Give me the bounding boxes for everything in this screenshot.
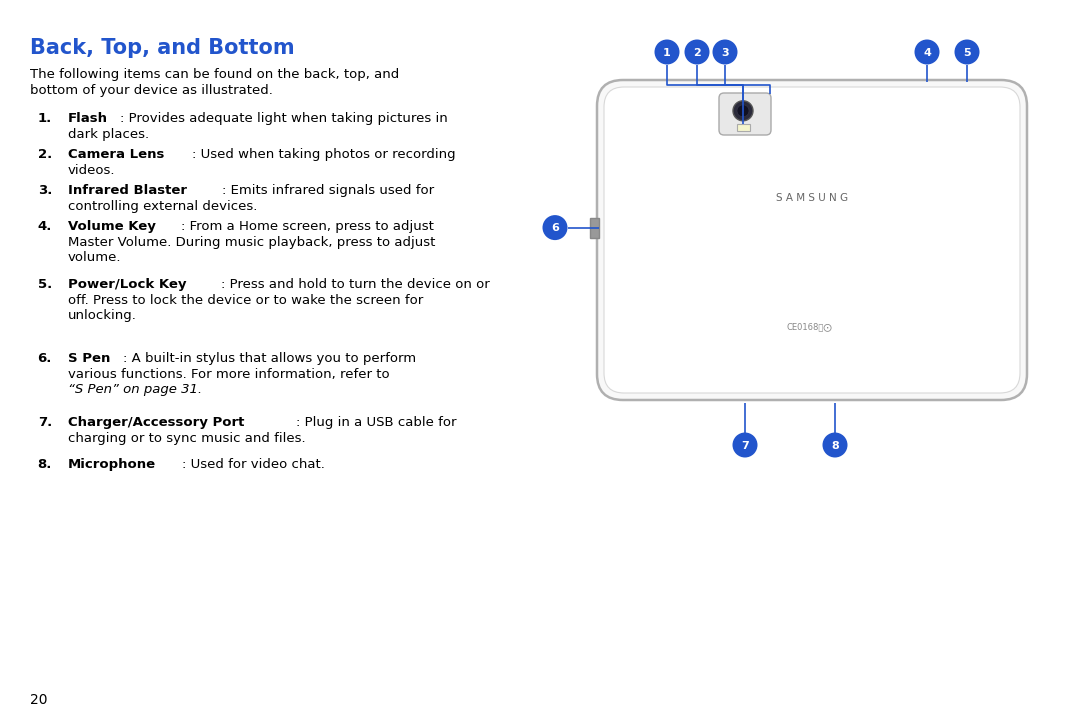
Text: Master Volume. During music playback, press to adjust: Master Volume. During music playback, pr… — [68, 235, 435, 248]
FancyBboxPatch shape — [719, 93, 771, 135]
Text: : Provides adequate light when taking pictures in: : Provides adequate light when taking pi… — [120, 112, 447, 125]
Text: : Press and hold to turn the device on or: : Press and hold to turn the device on o… — [221, 278, 489, 291]
FancyBboxPatch shape — [597, 80, 1027, 400]
Text: videos.: videos. — [68, 163, 116, 176]
FancyBboxPatch shape — [604, 87, 1020, 393]
Text: Volume Key: Volume Key — [68, 220, 156, 233]
Text: : Emits infrared signals used for: : Emits infrared signals used for — [221, 184, 434, 197]
Text: 1: 1 — [663, 48, 671, 58]
Text: Microphone: Microphone — [68, 458, 157, 471]
Text: 7.: 7. — [38, 416, 52, 429]
Circle shape — [685, 40, 710, 65]
Text: 7: 7 — [741, 441, 748, 451]
Text: bottom of your device as illustrated.: bottom of your device as illustrated. — [30, 84, 273, 97]
Text: dark places.: dark places. — [68, 127, 149, 140]
Text: Power/Lock Key: Power/Lock Key — [68, 278, 187, 291]
Text: 5: 5 — [963, 48, 971, 58]
Text: Infrared Blaster: Infrared Blaster — [68, 184, 187, 197]
Text: : A built-in stylus that allows you to perform: : A built-in stylus that allows you to p… — [123, 352, 416, 365]
Text: volume.: volume. — [68, 251, 121, 264]
Circle shape — [737, 105, 750, 117]
Text: S Pen: S Pen — [68, 352, 110, 365]
Circle shape — [542, 215, 567, 240]
Text: Charger/Accessory Port: Charger/Accessory Port — [68, 416, 244, 429]
Circle shape — [823, 433, 848, 457]
Bar — [590, 217, 599, 238]
Bar — [737, 125, 750, 132]
Text: 2.: 2. — [38, 148, 52, 161]
Text: : From a Home screen, press to adjust: : From a Home screen, press to adjust — [181, 220, 434, 233]
Text: 5.: 5. — [38, 278, 52, 291]
Circle shape — [713, 40, 738, 65]
Text: The following items can be found on the back, top, and: The following items can be found on the … — [30, 68, 400, 81]
Text: : Used for video chat.: : Used for video chat. — [181, 458, 325, 471]
Text: 1.: 1. — [38, 112, 52, 125]
Text: 4.: 4. — [38, 220, 52, 233]
Circle shape — [955, 40, 980, 65]
Text: 6: 6 — [551, 223, 559, 233]
Text: : Used when taking photos or recording: : Used when taking photos or recording — [192, 148, 456, 161]
Circle shape — [733, 101, 753, 121]
Text: Flash: Flash — [68, 112, 108, 125]
Text: 2: 2 — [693, 48, 701, 58]
Text: 6.: 6. — [38, 352, 52, 365]
Text: off. Press to lock the device or to wake the screen for: off. Press to lock the device or to wake… — [68, 294, 423, 307]
Circle shape — [915, 40, 940, 65]
Text: CE0168ⓘ⨀: CE0168ⓘ⨀ — [786, 322, 832, 331]
Text: : Plug in a USB cable for: : Plug in a USB cable for — [296, 416, 456, 429]
Text: various functions. For more information, refer to: various functions. For more information,… — [68, 367, 390, 380]
Text: 8.: 8. — [38, 458, 52, 471]
Text: 4: 4 — [923, 48, 931, 58]
Text: charging or to sync music and files.: charging or to sync music and files. — [68, 431, 306, 444]
Text: 3.: 3. — [38, 184, 52, 197]
Text: S A M S U N G: S A M S U N G — [775, 194, 848, 204]
Text: 20: 20 — [30, 693, 48, 707]
Text: Camera Lens: Camera Lens — [68, 148, 164, 161]
Text: 8: 8 — [832, 441, 839, 451]
Text: “S Pen” on page 31.: “S Pen” on page 31. — [68, 383, 202, 396]
Text: unlocking.: unlocking. — [68, 309, 137, 322]
Circle shape — [654, 40, 679, 65]
Text: controlling external devices.: controlling external devices. — [68, 199, 257, 212]
Circle shape — [732, 433, 757, 457]
Text: Back, Top, and Bottom: Back, Top, and Bottom — [30, 38, 295, 58]
Text: 3: 3 — [721, 48, 729, 58]
